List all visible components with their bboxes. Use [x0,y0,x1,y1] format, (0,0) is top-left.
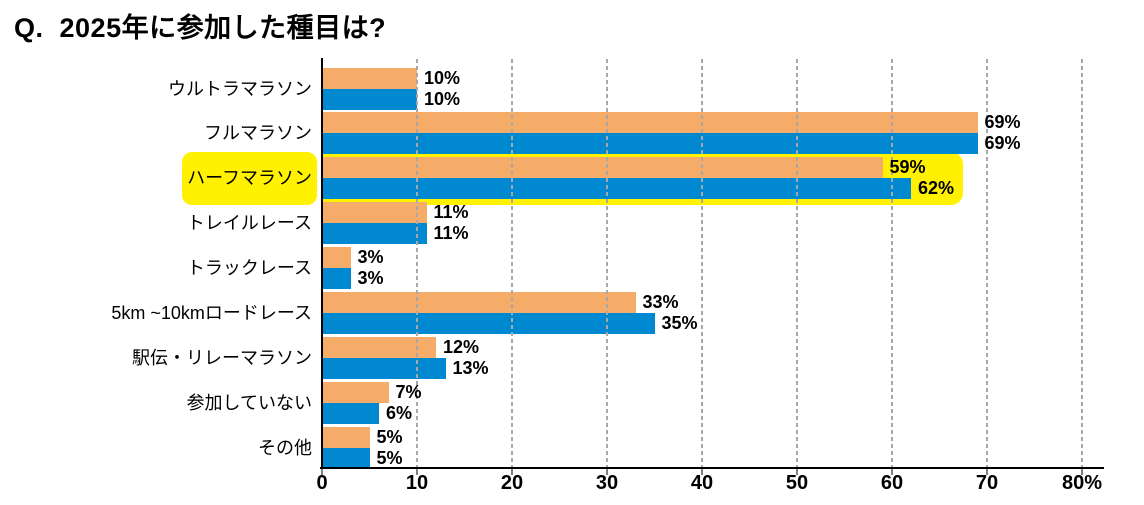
value-label: 33% [642,292,679,312]
orange-series-bar [322,157,883,179]
category-label: トレイルレース [186,213,312,234]
value-label: 59% [889,157,926,178]
value-label: 10% [424,88,461,109]
value-label: 12% [443,336,480,357]
x-axis-tick [321,469,323,475]
gridline [1081,59,1083,467]
value-label: 69% [984,133,1021,154]
blue-series-bar [322,357,446,379]
orange-series-bar [322,67,417,89]
gridline [606,59,608,467]
orange-series-bar [322,202,427,224]
x-axis-line [320,466,1104,469]
value-label: 35% [661,313,698,333]
x-axis-tick-label: 50 [785,472,809,494]
x-axis-tick-label: 20 [500,472,524,494]
value-label: 7% [395,381,422,402]
orange-series-bar [322,381,389,403]
blue-series-bar [322,313,655,334]
category-label: トラックレース [186,258,312,279]
category-label: フルマラソン [204,123,312,144]
value-label: 5% [376,447,403,468]
x-axis-tick-label: 80% [1061,472,1103,494]
x-axis-tick [606,469,608,475]
value-label: 10% [424,67,461,88]
x-axis-tick [891,469,893,475]
x-axis-tick [796,469,798,475]
value-label: 62% [918,178,955,199]
gridline [701,59,703,467]
chart-title: Q. 2025年に参加した種目は? [14,6,386,45]
value-label: 69% [984,112,1021,133]
value-label: 11% [433,223,469,244]
blue-series-bar [322,402,379,424]
value-label: 3% [357,268,384,289]
blue-series-bar [322,268,351,290]
category-label: 参加していない [186,392,312,413]
category-label: 駅伝・リレーマラソン [132,347,312,368]
x-axis-tick-label: 70 [975,472,999,494]
x-axis-tick [1081,469,1083,475]
orange-series-bar [322,247,351,269]
x-axis-tick [986,469,988,475]
blue-series-bar [322,88,417,110]
value-label: 3% [357,247,384,268]
y-axis-line [320,58,323,468]
question-prefix: Q. [14,13,44,43]
x-axis-tick-label: 10 [405,472,429,494]
gridline [511,59,513,467]
blue-series-bar [322,447,370,469]
blue-series-bar [322,223,427,245]
blue-series-bar [322,178,911,200]
x-axis-tick [416,469,418,475]
value-label: 6% [386,402,413,423]
orange-series-bar [322,292,636,313]
value-label: 11% [433,202,469,223]
x-axis-tick-label: 0 [316,472,328,494]
x-axis-tick-label: 40 [690,472,714,494]
category-label: ウルトラマラソン [168,78,312,99]
blue-series-bar [322,133,978,155]
gridline [891,59,893,467]
question-text: 2025年に参加した種目は? [59,13,387,43]
category-label: ハーフマラソン [187,168,312,189]
orange-series-bar [322,112,978,134]
value-label: 5% [376,426,403,447]
orange-series-bar [322,336,436,358]
gridline [416,59,418,467]
x-axis-tick [701,469,703,475]
x-axis-tick [511,469,513,475]
gridline [986,59,988,467]
category-label: その他 [258,437,312,458]
category-label: 5km ~10kmロードレース [111,303,312,323]
x-axis-tick-label: 60 [880,472,904,494]
value-label: 13% [452,357,489,378]
x-axis-tick-label: 30 [595,472,619,494]
highlight-label-box [182,151,317,205]
orange-series-bar [322,426,370,448]
gridline [796,59,798,467]
